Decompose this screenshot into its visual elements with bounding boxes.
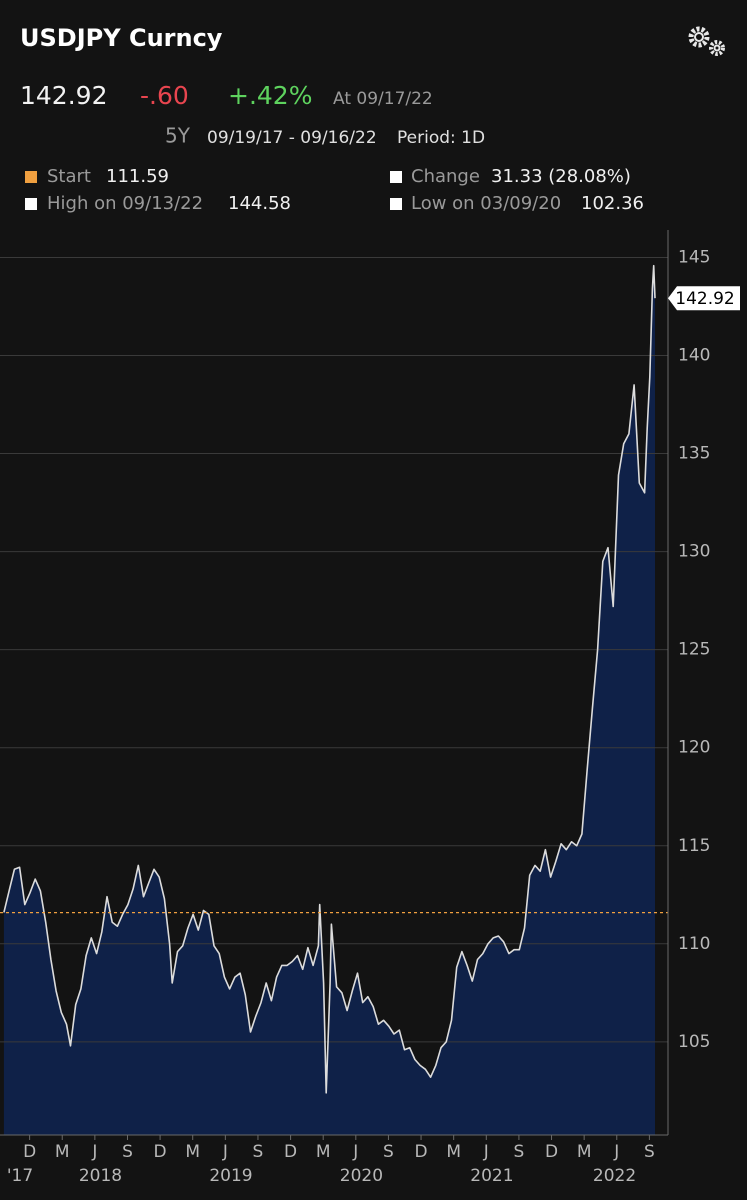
x-tick-label: D: [545, 1142, 558, 1162]
gear-large[interactable]: [688, 26, 710, 48]
x-tick-label: D: [284, 1142, 297, 1162]
stat-label: Low on 03/09/20: [411, 193, 561, 214]
gear-small-hub[interactable]: [713, 44, 721, 52]
y-tick-label: 140: [678, 346, 710, 366]
low-swatch: [390, 198, 402, 210]
period: Period: 1D: [397, 128, 485, 148]
x-tick-label: D: [23, 1142, 36, 1162]
x-tick-label: S: [644, 1142, 655, 1162]
year-label: 2022: [593, 1166, 636, 1186]
y-tick-label: 105: [678, 1032, 710, 1052]
high-swatch: [25, 198, 37, 210]
pct-change: +.42%: [228, 81, 312, 110]
gear-large-hub[interactable]: [694, 32, 704, 42]
x-tick-label: J: [222, 1142, 228, 1162]
x-tick-label: M: [55, 1142, 70, 1162]
date-range: 09/19/17 - 09/16/22: [207, 128, 377, 148]
area: [3, 265, 655, 1135]
as-of: At 09/17/22: [333, 89, 433, 109]
y-tick-label: 120: [678, 738, 710, 758]
x-tick-label: J: [613, 1142, 619, 1162]
year-label: '17: [7, 1166, 33, 1186]
stat-value: 31.33 (28.08%): [491, 166, 631, 187]
y-tick-label: 130: [678, 542, 710, 562]
last-price-tag-label: 142.92: [675, 289, 734, 309]
x-tick-label: S: [122, 1142, 133, 1162]
change-swatch: [390, 171, 402, 183]
x-tick-label: M: [316, 1142, 331, 1162]
y-tick-label: 135: [678, 444, 710, 464]
x-tick-label: S: [253, 1142, 264, 1162]
x-tick-label: J: [483, 1142, 489, 1162]
x-tick-label: S: [514, 1142, 525, 1162]
gear-small[interactable]: [709, 40, 725, 56]
stat-label: High on 09/13/22: [47, 193, 203, 214]
x-tick-label: M: [577, 1142, 592, 1162]
price-line: [3, 264, 656, 1094]
x-tick-label: D: [415, 1142, 428, 1162]
y-tick-label: 110: [678, 934, 710, 954]
last-price: 142.92: [20, 81, 107, 110]
year-label: 2019: [209, 1166, 252, 1186]
y-tick-label: 125: [678, 640, 710, 660]
stat-label: Change: [411, 166, 480, 187]
year-label: 2018: [79, 1166, 122, 1186]
x-tick-label: M: [185, 1142, 200, 1162]
last-price-tag: [668, 286, 740, 311]
stat-label: Start: [47, 166, 91, 187]
stat-value: 102.36: [581, 193, 644, 214]
x-tick-label: M: [446, 1142, 461, 1162]
year-label: 2021: [470, 1166, 513, 1186]
start-swatch: [25, 171, 37, 183]
title: USDJPY Curncy: [20, 24, 223, 52]
stat-value: 144.58: [228, 193, 291, 214]
stat-value: 111.59: [106, 166, 169, 187]
year-label: 2020: [340, 1166, 383, 1186]
range[interactable]: 5Y: [165, 124, 191, 148]
x-tick-label: J: [352, 1142, 358, 1162]
y-tick-label: 115: [678, 836, 710, 856]
x-tick-label: S: [383, 1142, 394, 1162]
y-tick-label: 145: [678, 247, 710, 267]
net-change: -.60: [140, 81, 189, 110]
settings-icon[interactable]: [688, 26, 725, 56]
x-tick-label: J: [91, 1142, 97, 1162]
x-tick-label: D: [154, 1142, 167, 1162]
